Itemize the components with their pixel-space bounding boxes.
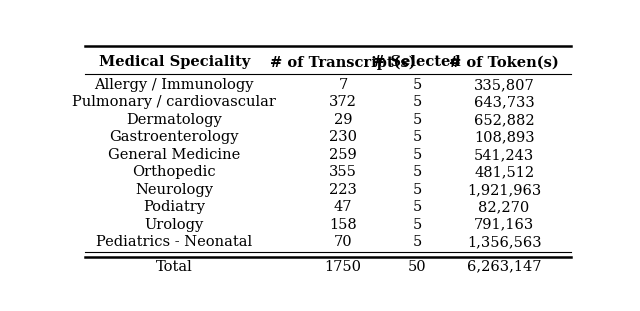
Text: 481,512: 481,512 xyxy=(474,165,534,179)
Text: 5: 5 xyxy=(413,165,422,179)
Text: 355: 355 xyxy=(329,165,357,179)
Text: 652,882: 652,882 xyxy=(474,113,534,127)
Text: 6,263,147: 6,263,147 xyxy=(467,260,541,274)
Text: 5: 5 xyxy=(413,95,422,109)
Text: 5: 5 xyxy=(413,218,422,232)
Text: 7: 7 xyxy=(339,78,348,92)
Text: 541,243: 541,243 xyxy=(474,148,534,162)
Text: 70: 70 xyxy=(333,235,352,249)
Text: 47: 47 xyxy=(333,200,352,214)
Text: 5: 5 xyxy=(413,200,422,214)
Text: 230: 230 xyxy=(329,130,357,144)
Text: 335,807: 335,807 xyxy=(474,78,534,92)
Text: General Medicine: General Medicine xyxy=(108,148,241,162)
Text: Pediatrics - Neonatal: Pediatrics - Neonatal xyxy=(96,235,252,249)
Text: 5: 5 xyxy=(413,148,422,162)
Text: # of Transcript(s): # of Transcript(s) xyxy=(270,55,416,70)
Text: Pulmonary / cardiovascular: Pulmonary / cardiovascular xyxy=(72,95,276,109)
Text: 82,270: 82,270 xyxy=(479,200,530,214)
Text: 5: 5 xyxy=(413,130,422,144)
Text: Dermatology: Dermatology xyxy=(126,113,222,127)
Text: 372: 372 xyxy=(329,95,357,109)
Text: 50: 50 xyxy=(408,260,427,274)
Text: 5: 5 xyxy=(413,235,422,249)
Text: 643,733: 643,733 xyxy=(474,95,534,109)
Text: Orthopedic: Orthopedic xyxy=(132,165,216,179)
Text: 791,163: 791,163 xyxy=(474,218,534,232)
Text: Total: Total xyxy=(156,260,193,274)
Text: Neurology: Neurology xyxy=(135,183,213,197)
Text: 5: 5 xyxy=(413,78,422,92)
Text: 1750: 1750 xyxy=(324,260,362,274)
Text: 223: 223 xyxy=(329,183,357,197)
Text: 5: 5 xyxy=(413,183,422,197)
Text: 1,921,963: 1,921,963 xyxy=(467,183,541,197)
Text: 1,356,563: 1,356,563 xyxy=(467,235,541,249)
Text: 29: 29 xyxy=(333,113,352,127)
Text: 259: 259 xyxy=(329,148,356,162)
Text: # Selected: # Selected xyxy=(374,55,461,69)
Text: 158: 158 xyxy=(329,218,356,232)
Text: 5: 5 xyxy=(413,113,422,127)
Text: Medical Speciality: Medical Speciality xyxy=(99,55,250,69)
Text: # of Token(s): # of Token(s) xyxy=(449,55,559,69)
Text: 108,893: 108,893 xyxy=(474,130,534,144)
Text: Urology: Urology xyxy=(145,218,204,232)
Text: Allergy / Immunology: Allergy / Immunology xyxy=(95,78,254,92)
Text: Gastroenterology: Gastroenterology xyxy=(109,130,239,144)
Text: Podiatry: Podiatry xyxy=(143,200,205,214)
